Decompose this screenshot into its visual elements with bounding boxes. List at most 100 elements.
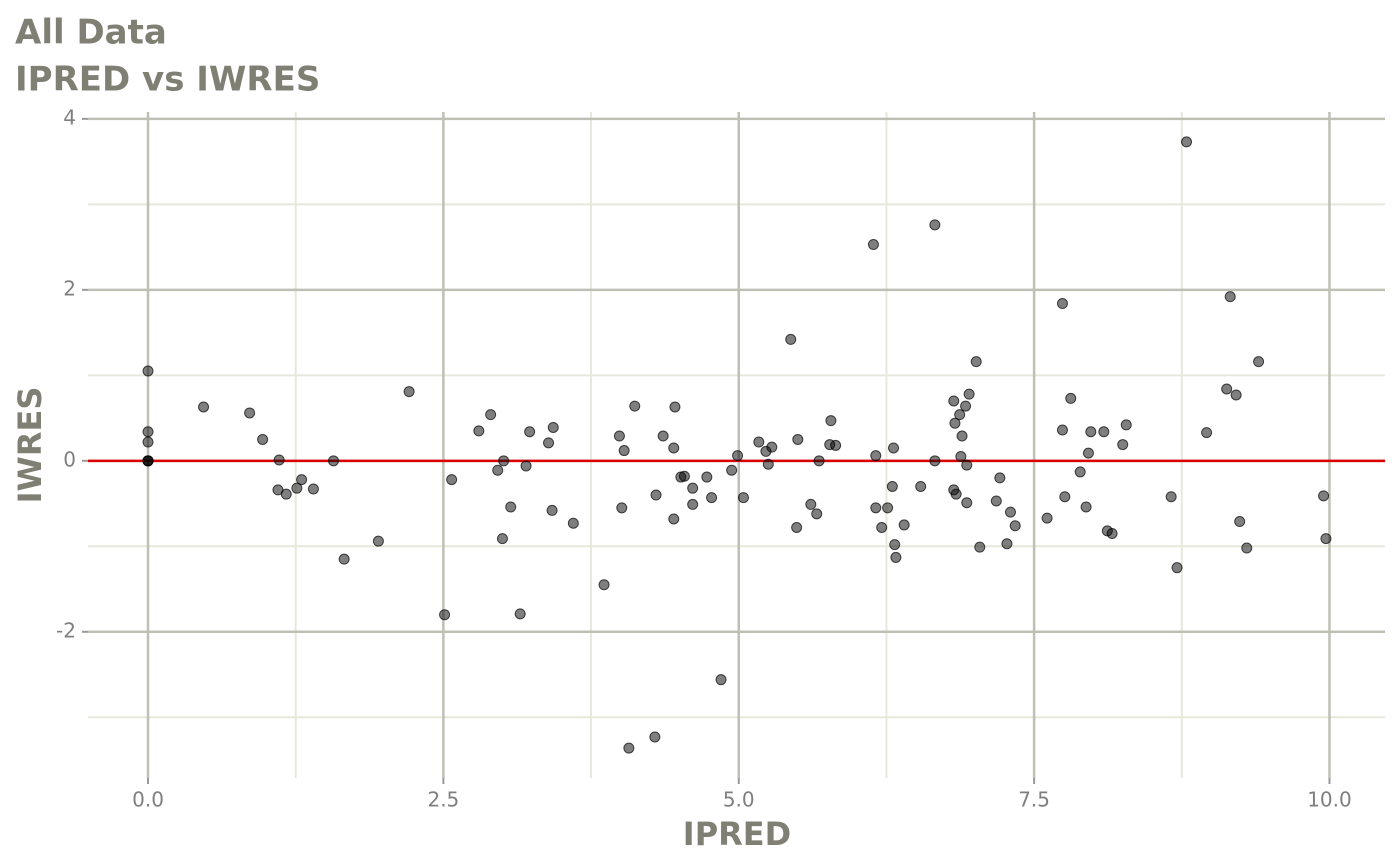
point [439,609,451,621]
point [1253,356,1265,368]
point [142,426,154,438]
point [701,471,713,483]
point [524,426,536,438]
point [1085,426,1097,438]
point [650,489,662,501]
point [732,450,744,462]
point [669,401,681,413]
point [830,439,842,451]
point [257,433,269,445]
point [954,409,966,421]
point [547,421,559,433]
x-axis-label: IPRED [683,815,791,853]
point [291,482,303,494]
point [805,498,817,510]
point [142,436,154,448]
point [762,458,774,470]
point [948,395,960,407]
point [307,483,319,495]
x-tick-label: 2.5 [427,788,459,812]
point [198,401,210,413]
point [1001,538,1013,550]
point [1120,419,1132,431]
point [514,608,526,620]
point [649,731,661,743]
point [629,400,641,412]
point [960,400,972,412]
point [990,495,1002,507]
point [505,501,517,513]
point [1106,527,1118,539]
point [766,441,778,453]
point [296,474,308,486]
point [811,508,823,520]
point [929,219,941,231]
chart-subtitle: IPRED vs IWRES [15,60,320,100]
point [1165,491,1177,503]
point [929,455,941,467]
point [280,488,292,500]
point [1201,427,1213,439]
y-tick-label: 4 [63,105,76,129]
x-tick-label: 0.0 [132,788,164,812]
point [994,472,1006,484]
point [498,455,510,467]
point [546,504,558,516]
point [785,333,797,345]
point [949,417,961,429]
point [1074,466,1086,478]
point [244,407,256,419]
point [485,409,497,421]
point [706,492,718,504]
point [726,464,738,476]
point [737,492,749,504]
point [657,430,669,442]
point [687,482,699,494]
point [753,436,765,448]
point [618,445,630,457]
point [687,498,699,510]
point [372,535,384,547]
point [886,480,898,492]
point [1041,512,1053,524]
point [668,513,680,525]
point [955,451,967,463]
point [613,430,625,442]
point [616,502,628,514]
point [446,474,458,486]
point [496,533,508,545]
point [328,455,340,467]
point [889,539,901,551]
point [882,502,894,514]
point [888,442,900,454]
point [1009,520,1021,532]
point [715,674,727,686]
point [338,553,350,565]
chart-title: All Data [15,13,167,53]
point [1320,533,1332,545]
point [1059,491,1071,503]
point [1181,136,1193,148]
point [898,519,910,531]
point [623,742,635,754]
y-axis-label: IWRES [11,387,49,504]
point [1241,542,1253,554]
point [970,356,982,368]
point [1082,447,1094,459]
point [567,517,579,529]
point [1224,291,1236,303]
point [876,522,888,534]
point [142,365,154,377]
point [1318,490,1330,502]
point [1117,439,1129,451]
point [1098,426,1110,438]
point [403,386,415,398]
point [1221,383,1233,395]
point [890,551,902,563]
point [963,388,975,400]
point [867,239,879,251]
point [915,480,927,492]
point [791,522,803,534]
point [825,415,837,427]
